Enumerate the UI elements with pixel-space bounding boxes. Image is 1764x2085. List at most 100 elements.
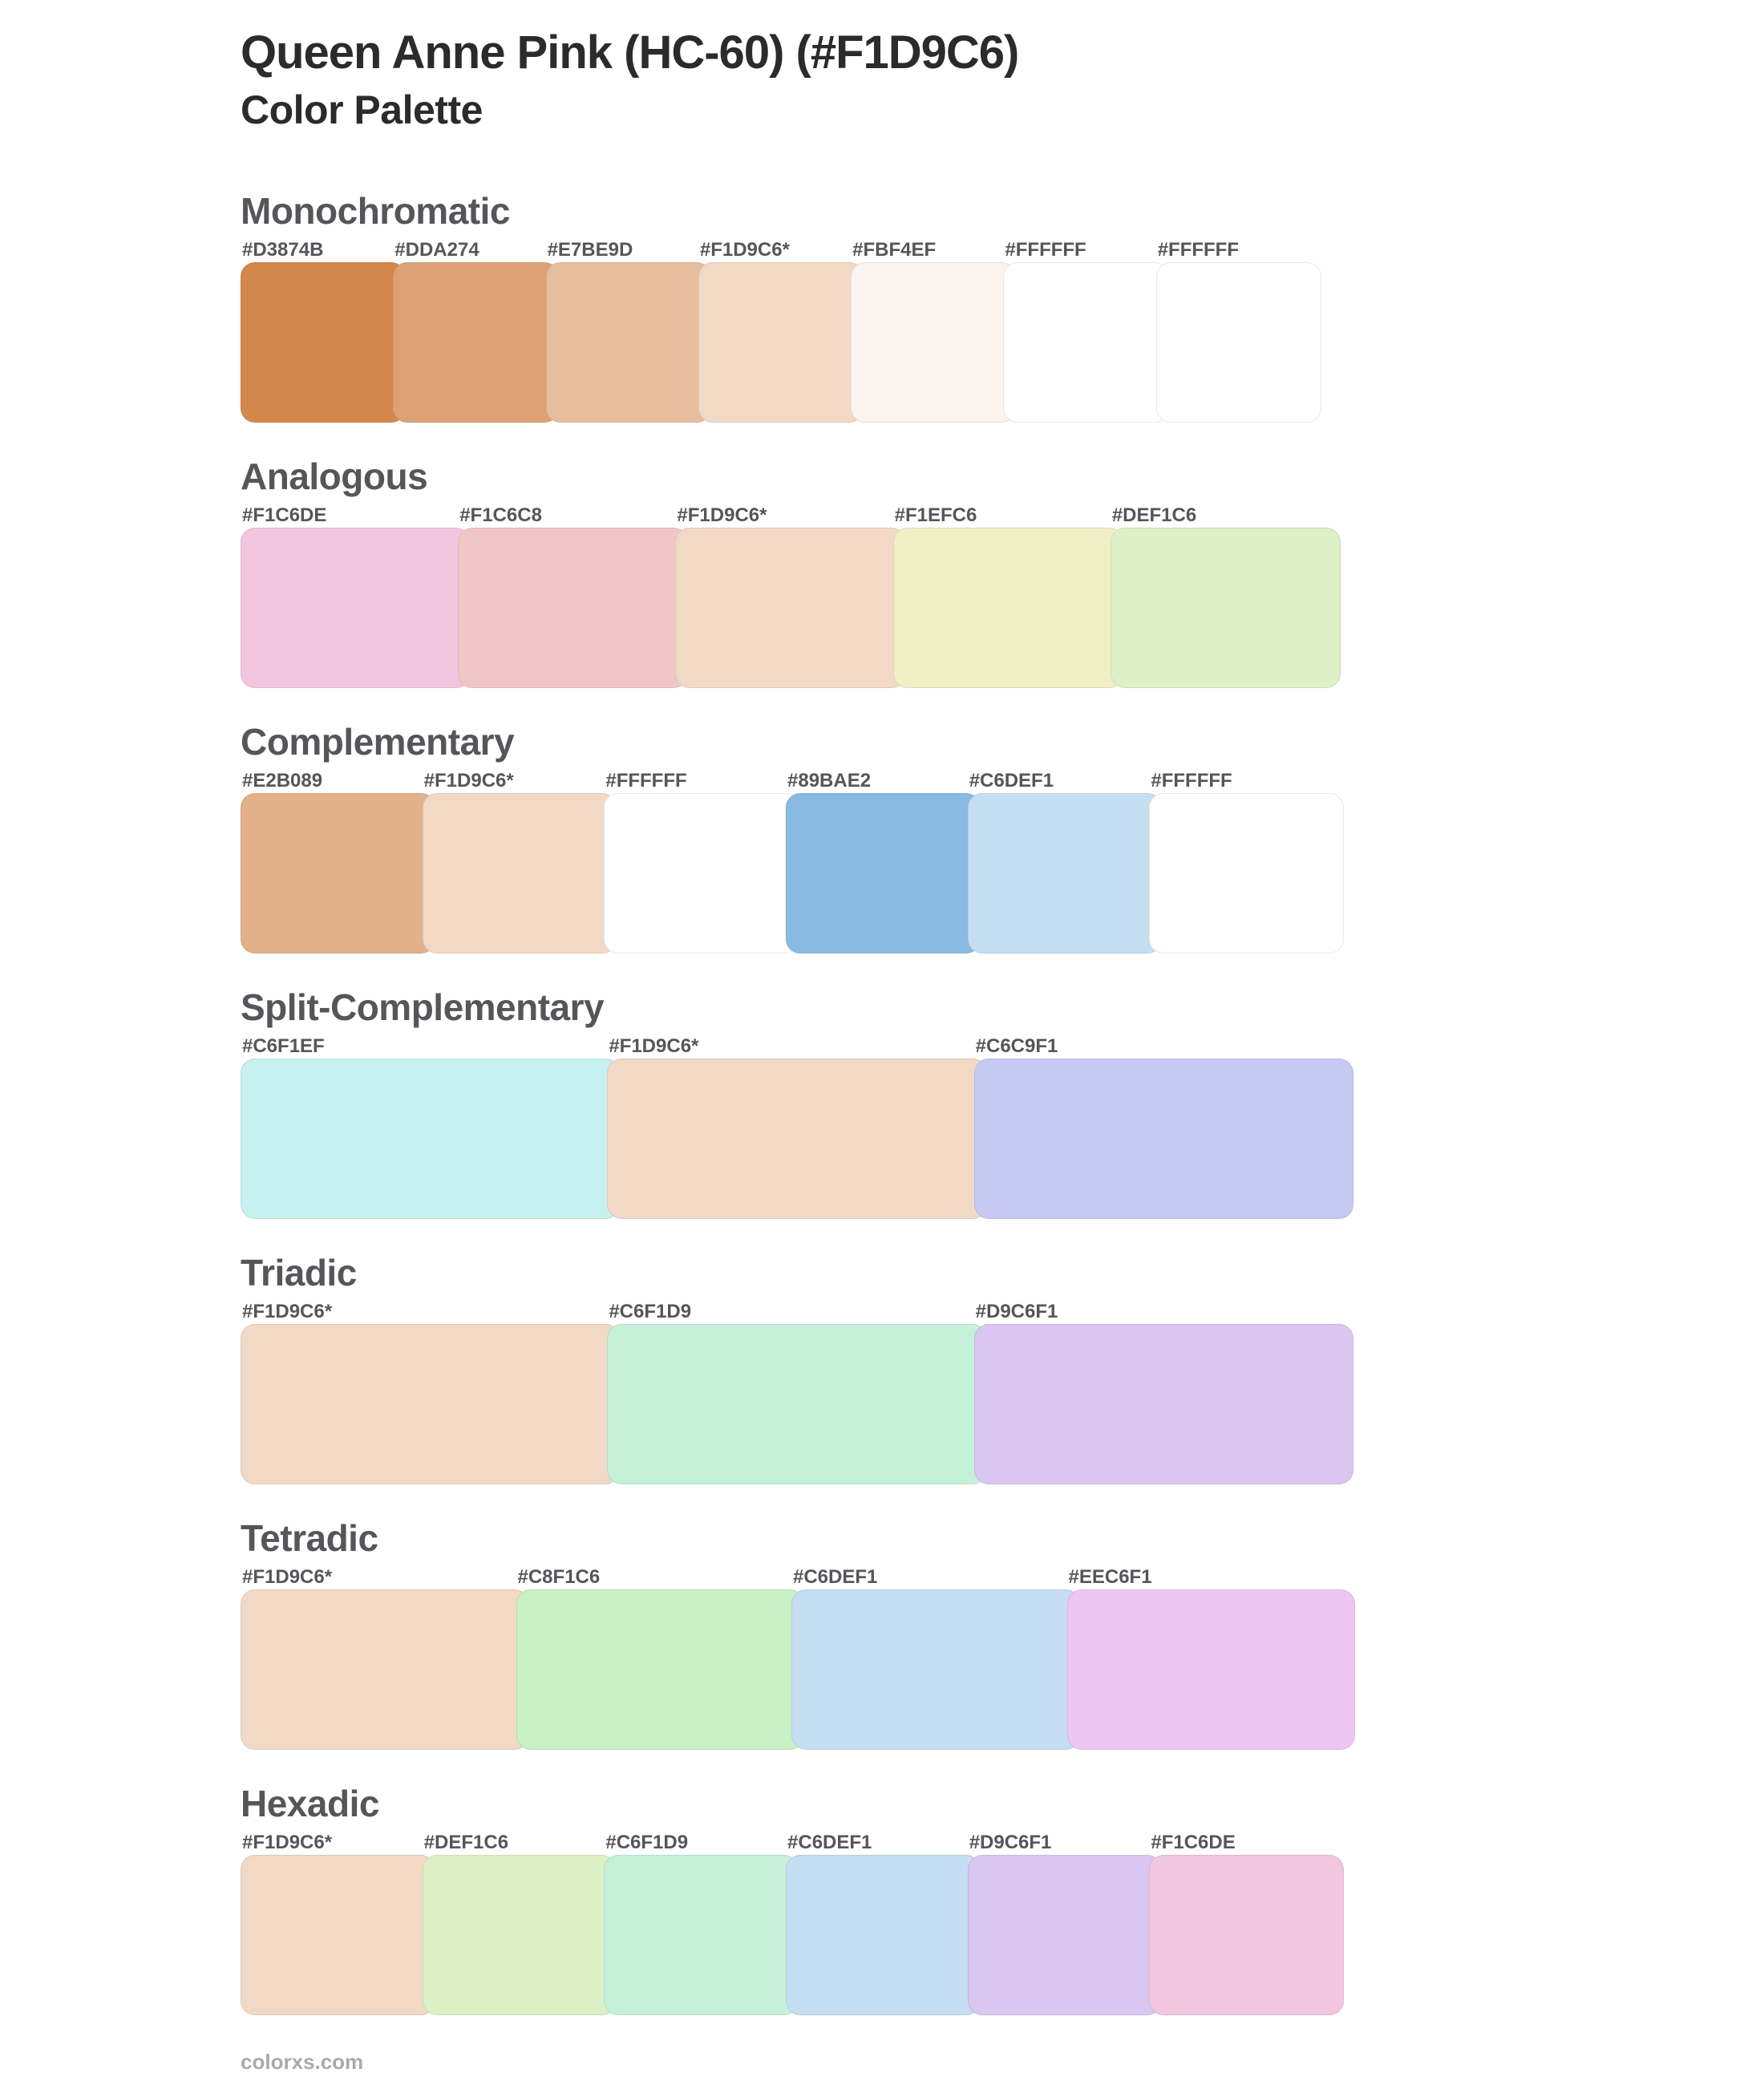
- swatch-labels-row: #F1D9C6* #C8F1C6 #C6DEF1 #EEC6F1: [241, 1565, 1355, 1589]
- swatch-hex-label: #F1D9C6*: [423, 770, 514, 791]
- swatch-hex-label: #D9C6F1: [975, 1301, 1058, 1322]
- color-swatch[interactable]: [393, 262, 559, 423]
- color-swatch[interactable]: [458, 528, 689, 688]
- swatch-hex-label: #EEC6F1: [1068, 1566, 1152, 1588]
- color-swatch[interactable]: [516, 1589, 804, 1750]
- color-swatch[interactable]: [241, 528, 471, 688]
- swatch-hex-label: #F1D9C6*: [242, 1566, 333, 1588]
- color-swatch[interactable]: [851, 262, 1017, 423]
- swatch-hex-label: #FFFFFF: [1005, 239, 1086, 261]
- palette-section: Split-Complementary #C6F1EF #F1D9C6* #C6C9…: [241, 986, 1353, 1219]
- swatch-hex-label: #FFFFFF: [1157, 239, 1239, 261]
- color-swatch[interactable]: [973, 1324, 1353, 1484]
- swatch-hex-label: #C6F1D9: [609, 1301, 692, 1322]
- color-swatch[interactable]: [786, 793, 981, 953]
- swatch-hex-label: #F1C6DE: [1151, 1832, 1236, 1853]
- color-swatch[interactable]: [422, 793, 617, 953]
- swatch-labels-row: #E2B089 #F1D9C6* #FFFFFF #89BAE2 #C6DEF1 #FFF…: [241, 769, 1344, 793]
- section-title: Monochromatic: [241, 190, 510, 232]
- section-title: Split-Complementary: [241, 986, 605, 1028]
- swatch-labels-row: #F1D9C6* #DEF1C6 #C6F1D9 #C6DEF1 #D9C6F1 #F1C…: [241, 1831, 1344, 1855]
- color-swatch[interactable]: [1155, 262, 1321, 423]
- section-title: Tetradic: [241, 1517, 378, 1559]
- color-swatch[interactable]: [1110, 528, 1341, 688]
- color-swatch[interactable]: [241, 1324, 621, 1484]
- color-swatch[interactable]: [698, 262, 864, 423]
- color-swatch[interactable]: [545, 262, 711, 423]
- swatch-hex-label: #C6C9F1: [975, 1035, 1058, 1057]
- swatch-hex-label: #FFFFFF: [1151, 770, 1232, 791]
- color-swatch[interactable]: [422, 1855, 617, 2015]
- color-swatch[interactable]: [604, 793, 799, 953]
- swatch-hex-label: #F1D9C6*: [699, 239, 790, 261]
- swatch-hex-label: #F1D9C6*: [609, 1035, 699, 1057]
- swatch-hex-label: #E7BE9D: [547, 239, 633, 261]
- swatch-hex-label: #F1D9C6*: [242, 1832, 333, 1853]
- section-title: Complementary: [241, 721, 515, 763]
- swatch-hex-label: #C6F1D9: [605, 1832, 689, 1853]
- swatch-hex-label: #F1C6C8: [459, 504, 542, 526]
- color-swatch[interactable]: [1149, 793, 1345, 953]
- section-title: Hexadic: [241, 1783, 379, 1824]
- color-swatch[interactable]: [241, 262, 407, 423]
- color-swatch[interactable]: [892, 528, 1123, 688]
- swatch-row: [241, 793, 1345, 953]
- swatch-row: [241, 262, 1321, 423]
- swatch-hex-label: #C6DEF1: [969, 770, 1054, 791]
- swatch-row: [241, 1589, 1355, 1750]
- color-swatch[interactable]: [604, 1855, 799, 2015]
- footer-site-link[interactable]: colorxs.com: [241, 2050, 364, 2074]
- section-title: Triadic: [241, 1252, 357, 1294]
- swatch-hex-label: #F1C6DE: [242, 504, 327, 526]
- swatch-labels-row: #C6F1EF #F1D9C6* #C6C9F1: [241, 1034, 1353, 1059]
- color-swatch[interactable]: [241, 1855, 435, 2015]
- color-swatch[interactable]: [967, 793, 1163, 953]
- swatch-hex-label: #C6DEF1: [793, 1566, 878, 1588]
- swatch-hex-label: #F1D9C6*: [242, 1301, 333, 1322]
- swatch-hex-label: #C6F1EF: [242, 1035, 325, 1057]
- swatch-labels-row: #F1C6DE #F1C6C8 #F1D9C6* #F1EFC6 #DEF1C6: [241, 504, 1341, 528]
- color-swatch[interactable]: [973, 1059, 1353, 1219]
- palette-section: Triadic #F1D9C6* #C6F1D9 #D9C6F1: [241, 1251, 1353, 1484]
- swatch-hex-label: #FFFFFF: [605, 770, 687, 791]
- swatch-hex-label: #F1EFC6: [894, 504, 977, 526]
- swatch-row: [241, 528, 1341, 688]
- color-swatch[interactable]: [241, 1059, 621, 1219]
- swatch-hex-label: #F1D9C6*: [677, 504, 767, 526]
- color-swatch[interactable]: [607, 1324, 987, 1484]
- swatch-hex-label: #DEF1C6: [423, 1832, 509, 1853]
- palette-section: Monochromatic #D3874B #DDA274 #E7BE9D #F1D9…: [241, 189, 1321, 423]
- palette-sections: Monochromatic #D3874B #DDA274 #E7BE9D #F1D9…: [241, 189, 1764, 2015]
- color-swatch[interactable]: [786, 1855, 981, 2015]
- color-swatch[interactable]: [607, 1059, 987, 1219]
- color-swatch[interactable]: [675, 528, 906, 688]
- palette-section: Hexadic #F1D9C6* #DEF1C6 #C6F1D9 #C6DEF1 #D9…: [241, 1782, 1345, 2015]
- swatch-hex-label: #D9C6F1: [969, 1832, 1052, 1853]
- color-swatch[interactable]: [1066, 1589, 1355, 1750]
- color-swatch[interactable]: [791, 1589, 1080, 1750]
- swatch-hex-label: #DDA274: [394, 239, 479, 261]
- section-title: Analogous: [241, 455, 428, 497]
- palette-section: Tetradic #F1D9C6* #C8F1C6 #C6DEF1 #EEC6F1: [241, 1516, 1355, 1750]
- swatch-hex-label: #D3874B: [242, 239, 324, 261]
- swatch-row: [241, 1059, 1353, 1219]
- palette-section: Analogous #F1C6DE #F1C6C8 #F1D9C6* #F1EFC6 #…: [241, 455, 1341, 688]
- swatch-hex-label: #89BAE2: [787, 770, 872, 791]
- color-swatch[interactable]: [1149, 1855, 1345, 2015]
- swatch-hex-label: #C6DEF1: [787, 1832, 872, 1853]
- footer: colorxs.com: [241, 2049, 1764, 2075]
- color-swatch[interactable]: [1003, 262, 1169, 423]
- swatch-row: [241, 1324, 1353, 1484]
- page-title: Queen Anne Pink (HC-60) (#F1D9C6): [241, 26, 1019, 79]
- page-subtitle: Color Palette: [241, 87, 483, 132]
- color-swatch[interactable]: [241, 793, 435, 953]
- swatch-hex-label: #FBF4EF: [852, 239, 937, 261]
- swatch-labels-row: #D3874B #DDA274 #E7BE9D #F1D9C6* #FBF4EF #FFF…: [241, 238, 1321, 262]
- color-swatch[interactable]: [241, 1589, 529, 1750]
- palette-section: Complementary #E2B089 #F1D9C6* #FFFFFF #89B…: [241, 720, 1345, 953]
- swatch-labels-row: #F1D9C6* #C6F1D9 #D9C6F1: [241, 1300, 1353, 1324]
- color-swatch[interactable]: [967, 1855, 1163, 2015]
- swatch-hex-label: #C8F1C6: [517, 1566, 601, 1588]
- swatch-hex-label: #E2B089: [242, 770, 323, 791]
